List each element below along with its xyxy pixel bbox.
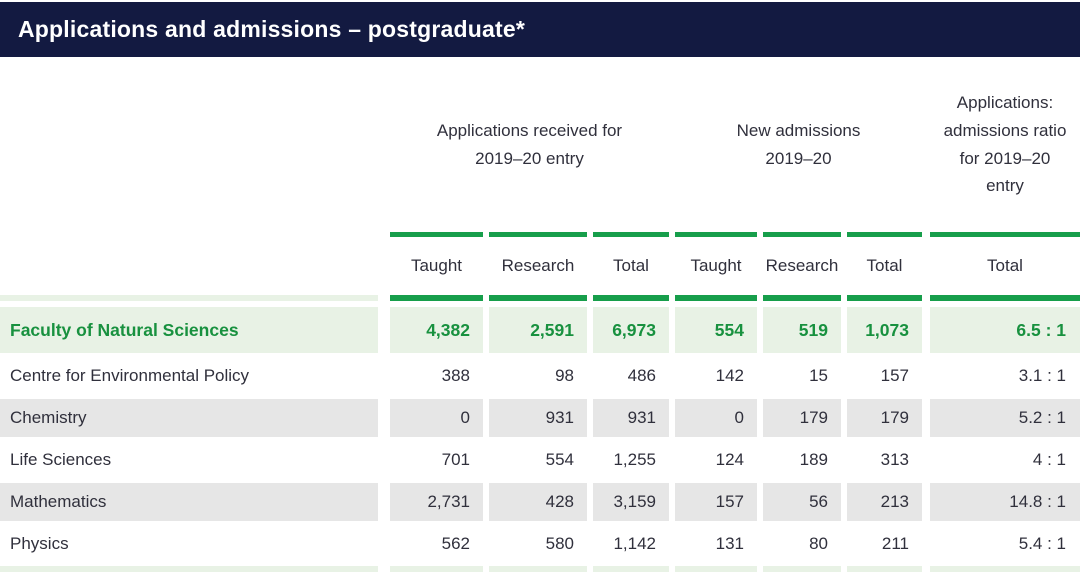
header-top-rule	[0, 232, 1080, 237]
cell-admissions-total: 313	[880, 450, 909, 469]
cell-ratio: 5.2 : 1	[930, 399, 1080, 437]
cell-ratio: 4 : 1	[1032, 450, 1066, 469]
cell-admissions-total: 179	[847, 399, 922, 437]
page-title: Applications and admissions – postgradua…	[18, 16, 526, 42]
cell-applications-taught: 4,382	[390, 307, 483, 353]
cell-applications-research: 428	[489, 483, 587, 521]
cell-admissions-total: 211	[881, 534, 909, 553]
header-bottom-rule	[0, 295, 1080, 301]
cell-applications-research: 554	[545, 450, 574, 469]
table-title-bar: Applications and admissions – postgradua…	[0, 2, 1080, 57]
cell-applications-total: 1,255	[613, 450, 656, 469]
cell-ratio: 14.8 : 1	[930, 483, 1080, 521]
cell-applications-total: 6,973	[593, 307, 669, 353]
row-label: Life Sciences	[10, 450, 112, 469]
cell-applications-taught: 0	[390, 399, 483, 437]
group-header-applications-received: Applications received for 2019–20 entry	[436, 120, 623, 168]
cell-admissions-research: 56	[763, 483, 841, 521]
cell-admissions-total: 1,073	[847, 307, 922, 353]
cell-applications-research: 98	[555, 366, 574, 385]
cell-admissions-taught: 142	[715, 366, 744, 385]
cutoff-next-row	[0, 566, 1080, 572]
cell-admissions-research: 189	[799, 450, 828, 469]
cell-admissions-research: 179	[763, 399, 841, 437]
cell-ratio: 6.5 : 1	[930, 307, 1080, 353]
row-label: Faculty of Natural Sciences	[0, 307, 378, 353]
cell-admissions-total: 157	[880, 366, 909, 385]
table-row-physics: Physics 562 580 1,142 131 80 211 5.4 : 1	[0, 525, 1080, 563]
cell-ratio: 5.4 : 1	[1018, 534, 1066, 553]
column-group-header-row: Applications received for 2019–20 entry …	[0, 57, 1080, 232]
cell-applications-taught: 562	[441, 534, 470, 553]
col-header-total-admissions: Total	[866, 256, 903, 275]
cell-admissions-taught: 124	[715, 450, 744, 469]
table-row-faculty-of-natural-sciences: Faculty of Natural Sciences 4,382 2,591 …	[0, 307, 1080, 353]
col-header-research-applications: Research	[501, 256, 575, 275]
col-header-taught-applications: Taught	[410, 256, 463, 275]
col-header-taught-admissions: Taught	[690, 256, 742, 275]
col-header-research-admissions: Research	[765, 256, 839, 275]
group-header-ratio: Applications: admissions ratio for 2019–…	[943, 93, 1067, 196]
col-header-total-ratio: Total	[987, 256, 1023, 275]
cell-admissions-taught: 0	[675, 399, 757, 437]
row-label: Centre for Environmental Policy	[10, 366, 250, 385]
row-label: Chemistry	[0, 399, 378, 437]
group-header-new-admissions: New admissions 2019–20	[736, 120, 861, 168]
cell-admissions-total: 213	[847, 483, 922, 521]
cell-admissions-taught: 157	[675, 483, 757, 521]
cell-applications-total: 486	[627, 366, 656, 385]
cell-admissions-research: 15	[809, 366, 828, 385]
cell-admissions-taught: 554	[675, 307, 757, 353]
cell-ratio: 3.1 : 1	[1018, 366, 1066, 385]
cell-admissions-research: 80	[809, 534, 828, 553]
table-row-life-sciences: Life Sciences 701 554 1,255 124 189 313 …	[0, 441, 1080, 479]
row-label: Physics	[10, 534, 69, 553]
cell-applications-taught: 2,731	[390, 483, 483, 521]
sub-header-row: Taught Research Total Taught Research To…	[0, 237, 1080, 295]
cell-applications-total: 931	[593, 399, 669, 437]
cell-applications-taught: 701	[441, 450, 470, 469]
row-label: Mathematics	[0, 483, 378, 521]
table-row-mathematics: Mathematics 2,731 428 3,159 157 56 213 1…	[0, 483, 1080, 521]
cell-applications-total: 3,159	[593, 483, 669, 521]
cell-applications-research: 580	[545, 534, 574, 553]
cell-admissions-taught: 131	[715, 534, 744, 553]
table-row-chemistry: Chemistry 0 931 931 0 179 179 5.2 : 1	[0, 399, 1080, 437]
cell-applications-taught: 388	[441, 366, 470, 385]
cell-admissions-research: 519	[763, 307, 841, 353]
table-row-centre-for-environmental-policy: Centre for Environmental Policy 388 98 4…	[0, 357, 1080, 395]
cell-applications-total: 1,142	[613, 534, 656, 553]
cell-applications-research: 931	[489, 399, 587, 437]
col-header-total-applications: Total	[613, 256, 649, 275]
cell-applications-research: 2,591	[489, 307, 587, 353]
